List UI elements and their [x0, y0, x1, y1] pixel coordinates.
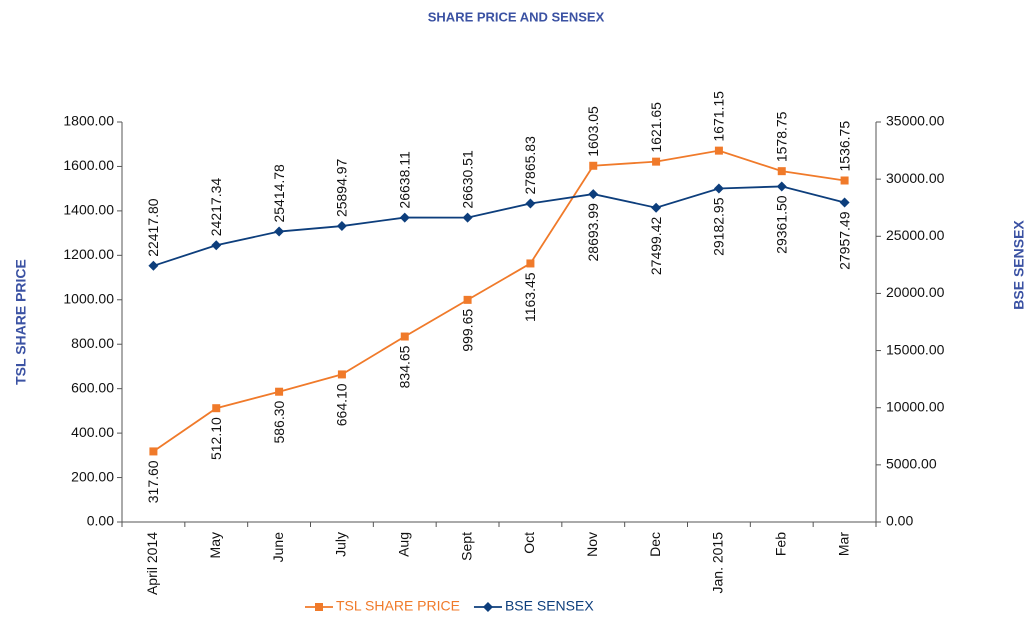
x-tick-label: June — [270, 532, 286, 563]
y-tick-label: 1200.00 — [63, 246, 114, 262]
y-tick-label: 1400.00 — [63, 202, 114, 218]
data-label: 1671.15 — [711, 91, 727, 142]
point — [336, 221, 347, 232]
y2-axis-title: BSE SENSEX — [1011, 220, 1027, 310]
y2-tick-label: 5000.00 — [886, 456, 937, 472]
data-label: 26638.11 — [396, 151, 412, 209]
y-tick-label: 400.00 — [71, 424, 114, 440]
point — [589, 161, 598, 170]
data-label: 29182.95 — [711, 197, 727, 256]
data-label: 586.30 — [271, 401, 287, 444]
x-tick-label: Sept — [458, 532, 474, 561]
point — [337, 370, 346, 379]
y-tick-label: 1600.00 — [63, 157, 114, 173]
point — [714, 146, 723, 155]
data-label: 512.10 — [208, 417, 224, 460]
x-tick-label: Oct — [521, 532, 537, 554]
y2-tick-label: 0.00 — [886, 513, 913, 529]
y-tick-label: 600.00 — [71, 379, 114, 395]
data-label: 1536.75 — [836, 121, 852, 172]
point — [211, 240, 222, 251]
data-label: 834.65 — [396, 345, 412, 388]
data-label: 317.60 — [145, 460, 161, 503]
data-label: 27957.49 — [836, 211, 852, 270]
point — [777, 167, 786, 176]
point — [274, 226, 285, 237]
y-tick-label: 1000.00 — [63, 290, 114, 306]
data-label: 664.10 — [334, 383, 350, 426]
point — [212, 404, 221, 413]
data-label: 1163.45 — [522, 272, 538, 322]
data-label: 25894.97 — [334, 158, 350, 217]
legend-label: BSE SENSEX — [505, 598, 594, 614]
y2-tick-label: 15000.00 — [886, 341, 945, 357]
series-line — [152, 149, 845, 453]
data-label: 25414.78 — [271, 164, 287, 223]
point — [399, 212, 410, 223]
y2-tick-label: 35000.00 — [886, 113, 945, 129]
y2-tick-label: 20000.00 — [886, 284, 945, 300]
y-tick-label: 200.00 — [71, 468, 114, 484]
data-label: 1603.05 — [585, 106, 601, 157]
point — [713, 183, 724, 194]
x-tick-label: Dec — [647, 532, 663, 557]
point — [839, 197, 850, 208]
data-label: 24217.34 — [208, 178, 224, 237]
point — [526, 259, 535, 268]
y2-tick-label: 25000.00 — [886, 227, 945, 243]
data-label: 29361.50 — [773, 195, 789, 254]
x-tick-label: Nov — [584, 532, 600, 557]
y2-tick-label: 30000.00 — [886, 170, 945, 186]
point — [840, 176, 849, 185]
point — [148, 260, 159, 271]
y2-tick-label: 10000.00 — [886, 398, 945, 414]
point — [400, 332, 409, 341]
data-label: 26630.51 — [459, 150, 475, 209]
y-axis-title: TSL SHARE PRICE — [13, 259, 29, 385]
point — [651, 202, 662, 213]
y-tick-label: 1800.00 — [63, 113, 114, 129]
data-label: 1621.65 — [648, 102, 664, 153]
point — [462, 212, 473, 223]
x-tick-label: May — [207, 532, 223, 558]
x-tick-label: Mar — [835, 532, 851, 556]
data-label: 22417.80 — [145, 198, 161, 257]
data-label: 27865.83 — [522, 136, 538, 195]
legend-marker — [315, 603, 323, 611]
legend-label: TSL SHARE PRICE — [336, 598, 460, 614]
x-tick-label: July — [333, 532, 349, 557]
y-tick-label: 800.00 — [71, 335, 114, 351]
x-tick-label: April 2014 — [144, 532, 160, 595]
data-label: 28693.99 — [585, 203, 601, 262]
point — [463, 295, 472, 304]
point — [652, 157, 661, 166]
point — [149, 447, 158, 456]
data-label: 1578.75 — [773, 111, 789, 162]
legend-marker — [482, 602, 493, 612]
point — [588, 189, 599, 200]
point — [275, 387, 284, 396]
point — [525, 198, 536, 209]
x-tick-label: Jan. 2015 — [710, 532, 726, 594]
y-tick-label: 0.00 — [87, 513, 114, 529]
chart-title: SHARE PRICE AND SENSEX — [428, 9, 605, 24]
x-tick-label: Aug — [395, 532, 411, 557]
point — [776, 181, 787, 192]
data-label: 27499.42 — [648, 217, 664, 276]
x-tick-label: Feb — [772, 532, 788, 556]
series-line — [153, 185, 845, 267]
data-label: 999.65 — [459, 309, 475, 352]
